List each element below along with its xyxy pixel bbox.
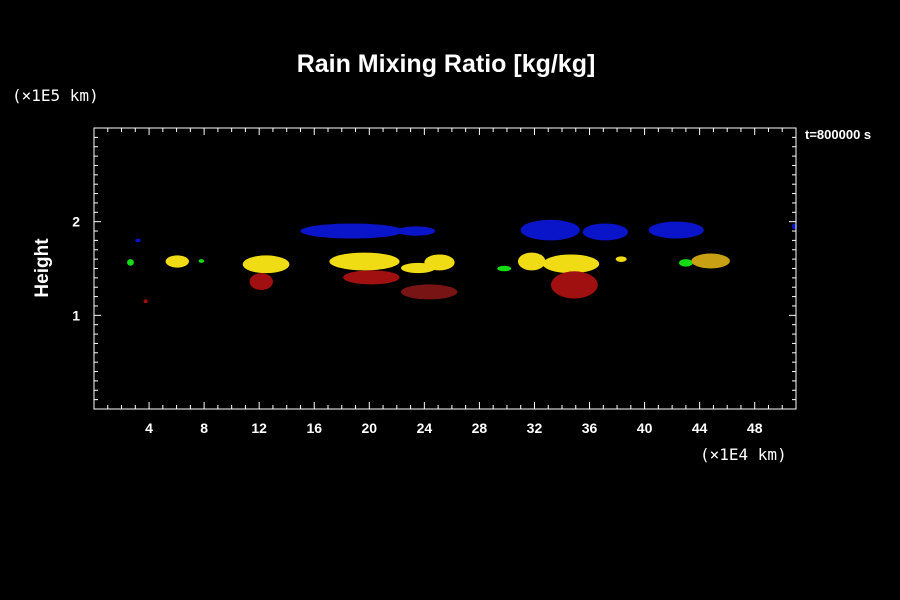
rain-blob-blue	[520, 219, 580, 241]
rain-blob-blue	[648, 221, 704, 239]
rain-blob-green	[497, 265, 512, 272]
rain-blob-red	[343, 270, 400, 285]
rain-blob-gold	[691, 253, 730, 269]
rain-blob-yellow	[242, 255, 290, 274]
x-tick-label: 36	[582, 420, 598, 436]
rain-blob-blue	[135, 238, 141, 243]
rain-blob-yellow	[424, 254, 455, 271]
chart-title: Rain Mixing Ratio [kg/kg]	[297, 50, 596, 78]
rain-blob-yellow	[542, 254, 600, 274]
x-tick-label: 12	[251, 420, 267, 436]
rain-blob-blue	[582, 223, 629, 241]
rain-blob-red	[249, 273, 273, 291]
y-tick-label: 2	[72, 214, 80, 230]
rain-blob-blue	[396, 226, 436, 236]
x-tick-label: 44	[692, 420, 708, 436]
x-tick-label: 40	[637, 420, 653, 436]
x-tick-label: 32	[527, 420, 543, 436]
time-label: t=800000 s	[805, 127, 871, 142]
rain-blob-blue	[300, 223, 404, 239]
x-tick-label: 20	[362, 420, 378, 436]
x-tick-label: 4	[145, 420, 153, 436]
x-tick-label: 8	[200, 420, 208, 436]
x-tick-label: 28	[472, 420, 488, 436]
rain-blob-green	[127, 259, 134, 266]
rain-field	[127, 219, 796, 304]
axis-ticks	[94, 128, 796, 409]
rain-blob-yellow	[165, 255, 189, 268]
x-tick-label: 48	[747, 420, 763, 436]
rain-blob-green	[198, 259, 205, 263]
rain-blob-darkred	[400, 284, 458, 300]
rain-blob-yellow	[615, 256, 627, 262]
rain-blob-blue	[791, 223, 796, 230]
y-tick-label: 1	[72, 307, 80, 323]
x-unit-label: (×1E4 km)	[700, 445, 787, 464]
y-axis-label: Height	[32, 238, 53, 298]
x-tick-label: 16	[306, 420, 322, 436]
rain-blob-red	[550, 271, 598, 299]
y-unit-label: (×1E5 km)	[12, 86, 99, 105]
rain-blob-yellow	[329, 252, 400, 271]
rain-blob-red	[143, 299, 148, 304]
x-tick-label: 24	[417, 420, 433, 436]
rain-blob-green	[679, 259, 693, 267]
rain-blob-yellow	[517, 252, 546, 271]
